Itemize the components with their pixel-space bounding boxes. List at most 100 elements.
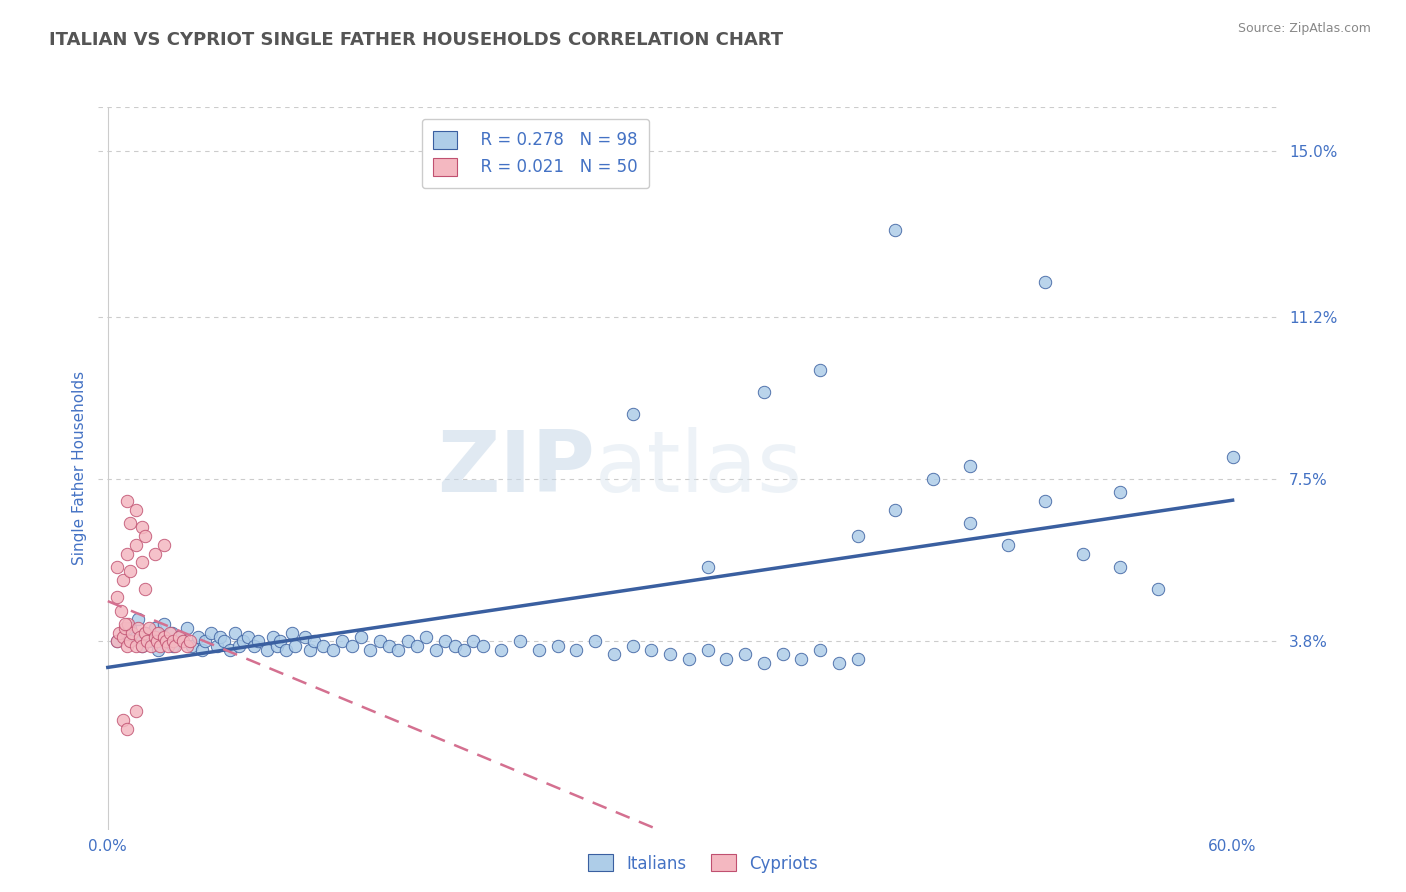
Point bbox=[131, 639, 153, 653]
Point bbox=[808, 643, 831, 657]
Point bbox=[111, 573, 134, 587]
Point bbox=[299, 643, 322, 657]
Point bbox=[153, 616, 176, 631]
Point bbox=[115, 494, 138, 508]
Point bbox=[274, 643, 297, 657]
Point bbox=[120, 564, 142, 578]
Text: Source: ZipAtlas.com: Source: ZipAtlas.com bbox=[1237, 22, 1371, 36]
Point bbox=[114, 621, 136, 635]
Point bbox=[105, 591, 128, 605]
Point bbox=[114, 616, 136, 631]
Point bbox=[153, 538, 176, 552]
Point bbox=[350, 630, 373, 644]
Point bbox=[471, 639, 494, 653]
Point bbox=[415, 630, 437, 644]
Point bbox=[583, 634, 606, 648]
Point bbox=[1033, 494, 1056, 508]
Point bbox=[621, 639, 644, 653]
Point bbox=[145, 634, 167, 648]
Point bbox=[143, 630, 166, 644]
Point bbox=[368, 634, 391, 648]
Point bbox=[1222, 450, 1244, 465]
Point bbox=[1071, 547, 1094, 561]
Point bbox=[125, 538, 148, 552]
Point bbox=[312, 639, 335, 653]
Point bbox=[238, 630, 260, 644]
Point bbox=[167, 630, 190, 644]
Point bbox=[108, 625, 131, 640]
Point bbox=[181, 639, 204, 653]
Point bbox=[115, 722, 138, 736]
Point bbox=[434, 634, 457, 648]
Point bbox=[115, 547, 138, 561]
Point bbox=[127, 612, 149, 626]
Point bbox=[959, 516, 981, 530]
Point bbox=[752, 384, 775, 399]
Point bbox=[176, 621, 198, 635]
Point bbox=[128, 630, 150, 644]
Point bbox=[228, 639, 250, 653]
Point bbox=[294, 630, 316, 644]
Point bbox=[509, 634, 531, 648]
Point bbox=[696, 643, 718, 657]
Point bbox=[194, 634, 217, 648]
Point bbox=[155, 634, 177, 648]
Point bbox=[443, 639, 465, 653]
Point bbox=[828, 656, 851, 670]
Point bbox=[846, 652, 869, 666]
Point bbox=[209, 630, 232, 644]
Point bbox=[125, 639, 148, 653]
Point bbox=[280, 625, 302, 640]
Point bbox=[187, 630, 209, 644]
Point bbox=[134, 625, 156, 640]
Point bbox=[425, 643, 447, 657]
Y-axis label: Single Father Households: Single Father Households bbox=[72, 371, 87, 566]
Point bbox=[105, 559, 128, 574]
Point bbox=[143, 547, 166, 561]
Point bbox=[716, 652, 738, 666]
Point bbox=[120, 634, 142, 648]
Point bbox=[359, 643, 381, 657]
Point bbox=[603, 648, 626, 662]
Point bbox=[200, 625, 222, 640]
Point bbox=[160, 625, 183, 640]
Point bbox=[125, 630, 148, 644]
Point bbox=[105, 634, 128, 648]
Point bbox=[179, 634, 201, 648]
Point bbox=[153, 630, 176, 644]
Point bbox=[302, 634, 325, 648]
Point bbox=[808, 363, 831, 377]
Point bbox=[110, 604, 132, 618]
Point bbox=[205, 639, 228, 653]
Text: ITALIAN VS CYPRIOT SINGLE FATHER HOUSEHOLDS CORRELATION CHART: ITALIAN VS CYPRIOT SINGLE FATHER HOUSEHO… bbox=[49, 31, 783, 49]
Point bbox=[212, 634, 235, 648]
Point bbox=[453, 643, 475, 657]
Point bbox=[139, 639, 162, 653]
Point bbox=[172, 634, 194, 648]
Point bbox=[218, 643, 240, 657]
Point bbox=[284, 639, 307, 653]
Point bbox=[846, 529, 869, 543]
Point bbox=[547, 639, 569, 653]
Point bbox=[340, 639, 363, 653]
Point bbox=[190, 643, 212, 657]
Point bbox=[131, 556, 153, 570]
Point bbox=[678, 652, 700, 666]
Point bbox=[167, 630, 190, 644]
Point bbox=[232, 634, 254, 648]
Point bbox=[148, 643, 170, 657]
Point bbox=[491, 643, 513, 657]
Point bbox=[120, 516, 142, 530]
Point bbox=[125, 503, 148, 517]
Point bbox=[148, 625, 170, 640]
Point bbox=[105, 634, 128, 648]
Point bbox=[463, 634, 485, 648]
Point bbox=[959, 459, 981, 474]
Point bbox=[884, 222, 907, 236]
Point bbox=[734, 648, 756, 662]
Point bbox=[752, 656, 775, 670]
Point bbox=[262, 630, 284, 644]
Point bbox=[243, 639, 266, 653]
Point bbox=[997, 538, 1019, 552]
Point bbox=[115, 625, 138, 640]
